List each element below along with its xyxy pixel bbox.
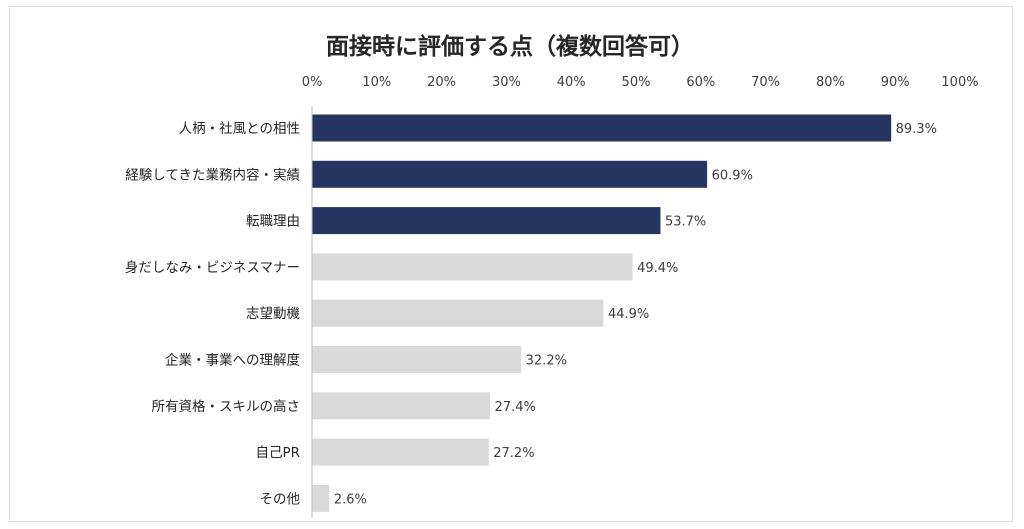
bar — [312, 253, 633, 281]
category-label: 身だしなみ・ビジネスマナー — [125, 260, 300, 276]
value-label: 32.2% — [526, 354, 567, 369]
bar — [312, 299, 604, 327]
x-tick-label: 100% — [941, 75, 978, 90]
x-tick-label: 80% — [816, 75, 845, 90]
bar — [312, 207, 661, 235]
value-label: 27.4% — [495, 400, 536, 415]
category-label: その他 — [260, 491, 301, 507]
x-tick-label: 30% — [492, 75, 521, 90]
bars — [312, 114, 892, 512]
x-tick-label: 60% — [686, 75, 715, 90]
value-label: 49.4% — [637, 261, 678, 276]
bar — [312, 484, 330, 512]
bar — [312, 392, 491, 420]
x-axis-ticks: 0% 10% 20% 30% 40% 50% 60% 70% 80% 90% 100% — [302, 75, 979, 90]
x-tick-label: 20% — [427, 75, 456, 90]
category-label: 企業・事業への理解度 — [165, 352, 300, 369]
chart-title: 面接時に評価する点（複数回答可） — [326, 33, 694, 60]
x-tick-label: 0% — [302, 75, 323, 90]
bar — [312, 160, 708, 188]
category-label: 自己PR — [255, 445, 300, 461]
bar — [312, 346, 522, 373]
category-label: 所有資格・スキルの高さ — [152, 398, 301, 415]
x-tick-label: 50% — [622, 75, 651, 90]
x-tick-label: 10% — [362, 75, 391, 90]
x-tick-label: 40% — [557, 75, 586, 90]
category-label: 経験してきた業務内容・実績 — [125, 166, 300, 183]
value-label: 53.7% — [665, 215, 706, 230]
value-label: 27.2% — [493, 446, 534, 461]
bar — [312, 438, 489, 466]
category-label: 人柄・社風との相性 — [179, 121, 300, 137]
x-tick-label: 90% — [881, 75, 910, 90]
value-label: 89.3% — [896, 122, 937, 137]
value-label: 2.6% — [334, 492, 367, 507]
value-labels: 89.3% 60.9% 53.7% 49.4% 44.9% 32.2% 27.4% 27.2%… — [334, 122, 937, 507]
x-tick-label: 70% — [751, 75, 780, 90]
category-labels: 人柄・社風との相性経験してきた業務内容・実績転職理由身だしなみ・ビジネスマナー志… — [125, 121, 301, 507]
value-label: 60.9% — [712, 168, 753, 183]
category-label: 志望動機 — [246, 306, 300, 322]
value-label: 44.9% — [608, 307, 649, 322]
category-label: 転職理由 — [246, 214, 300, 230]
bar — [312, 114, 892, 142]
